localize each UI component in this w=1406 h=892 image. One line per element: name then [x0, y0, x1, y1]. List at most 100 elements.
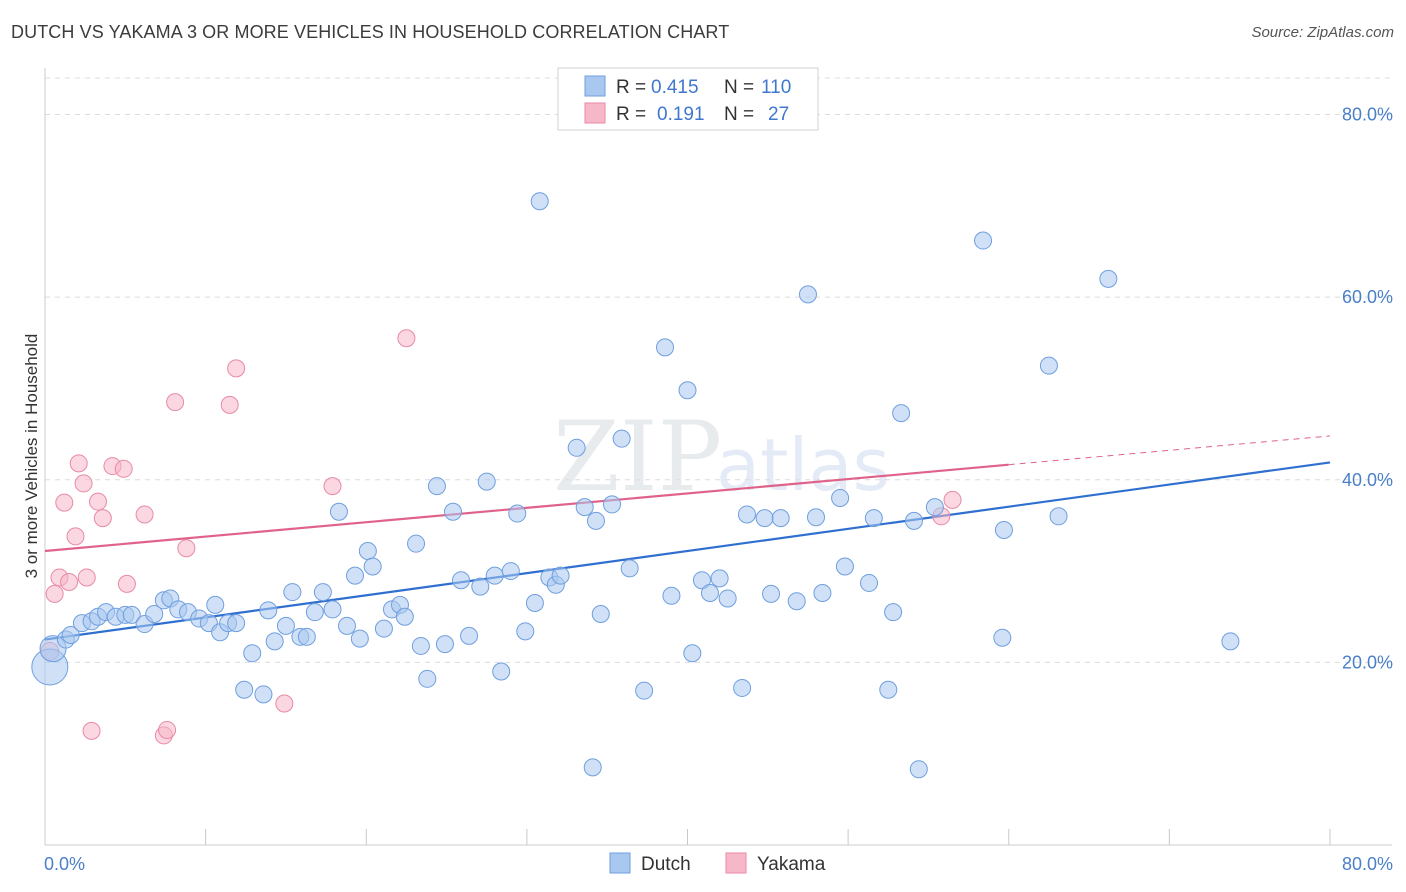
yakama-n-value: 27 — [768, 104, 789, 125]
dutch-point — [567, 438, 586, 457]
dutch-point — [350, 629, 369, 648]
y-tick-label: 60.0% — [1342, 287, 1393, 307]
yakama-point — [135, 505, 154, 524]
dutch-point — [305, 603, 324, 622]
dutch-point — [771, 509, 790, 528]
dutch-point — [227, 614, 246, 633]
dutch-point — [575, 498, 594, 517]
yakama-trend-extension — [1008, 435, 1331, 466]
dutch-point — [692, 571, 711, 590]
dutch-trend-line — [44, 461, 1331, 641]
dutch-point — [860, 573, 879, 592]
yakama-point — [82, 721, 101, 740]
y-tick-label: 80.0% — [1342, 105, 1393, 125]
dutch-point — [879, 680, 898, 699]
dutch-point — [620, 559, 639, 578]
dutch-point — [259, 601, 278, 620]
dutch-point — [612, 429, 631, 448]
dutch-point — [835, 557, 854, 576]
dutch-point — [471, 577, 490, 596]
yakama-n-label: N = — [724, 104, 754, 125]
dutch-point — [435, 635, 454, 654]
yakama-point — [89, 492, 108, 511]
dutch-point — [762, 584, 781, 603]
dutch-point — [662, 586, 681, 605]
yakama-point — [177, 539, 196, 558]
dutch-point — [678, 381, 697, 400]
dutch-point — [864, 509, 883, 528]
dutch-point — [603, 495, 622, 514]
legend-dutch-label: Dutch — [641, 854, 691, 875]
dutch-point — [411, 636, 430, 655]
dutch-point — [1049, 507, 1068, 526]
dutch-n-value: 110 — [761, 77, 791, 98]
dutch-point — [1039, 356, 1058, 375]
yakama-swatch — [584, 102, 606, 124]
dutch-point — [61, 625, 80, 644]
dutch-point — [656, 338, 675, 357]
dutch-point — [395, 607, 414, 626]
dutch-point — [329, 502, 348, 521]
dutch-point — [892, 404, 911, 423]
dutch-point — [884, 603, 903, 622]
dutch-point — [407, 534, 426, 553]
yakama-point — [114, 459, 133, 478]
yakama-r-label: R = — [616, 104, 646, 125]
x-tick-label: 80.0% — [1342, 854, 1393, 874]
dutch-point — [904, 511, 923, 530]
dutch-point — [737, 505, 756, 524]
yakama-points — [40, 329, 962, 745]
dutch-point — [508, 504, 527, 523]
dutch-point — [122, 605, 141, 624]
yakama-point — [117, 574, 136, 593]
dutch-point — [358, 541, 377, 560]
dutch-r-label: R = — [616, 77, 646, 98]
x-tick-label: 0.0% — [44, 854, 85, 874]
dutch-point — [516, 622, 535, 641]
yakama-point — [166, 393, 185, 412]
dutch-point — [733, 678, 752, 697]
yakama-point — [220, 395, 239, 414]
dutch-point — [485, 566, 504, 585]
dutch-point — [443, 502, 462, 521]
axes — [44, 68, 1392, 846]
dutch-point — [283, 583, 302, 602]
dutch-point — [206, 595, 225, 614]
dutch-point — [530, 192, 549, 211]
yakama-point — [69, 454, 88, 473]
dutch-point — [452, 571, 471, 590]
dutch-point — [265, 632, 284, 651]
dutch-point — [243, 644, 262, 663]
dutch-point — [145, 604, 164, 623]
dutch-point — [994, 520, 1013, 539]
dutch-point — [700, 583, 719, 602]
dutch-point — [909, 760, 928, 779]
dutch-point — [363, 557, 382, 576]
dutch-point — [254, 685, 273, 704]
dutch-swatch — [584, 75, 606, 97]
series-legend: Dutch Yakama — [609, 852, 826, 875]
dutch-point — [525, 594, 544, 613]
yakama-trend-line — [44, 463, 1009, 553]
dutch-point — [551, 566, 570, 585]
yakama-point — [323, 477, 342, 496]
dutch-point — [297, 627, 316, 646]
dutch-point — [831, 489, 850, 508]
dutch-point — [313, 583, 332, 602]
dutch-point — [418, 669, 437, 688]
legend-dutch-swatch — [609, 852, 631, 874]
dutch-point — [807, 508, 825, 527]
dutch-point — [925, 498, 944, 517]
watermark-zip: ZIP — [553, 401, 722, 513]
yakama-point — [943, 490, 962, 509]
yakama-point — [74, 474, 93, 493]
watermark: ZIP atlas — [553, 401, 890, 513]
yakama-point — [66, 527, 85, 546]
dutch-point — [323, 600, 342, 619]
yakama-point — [93, 509, 112, 528]
source-credit: Source: ZipAtlas.com — [1251, 24, 1394, 41]
yakama-r-value: 0.191 — [657, 104, 705, 125]
dutch-point — [755, 509, 774, 528]
dutch-point — [337, 616, 356, 635]
y-tick-label: 40.0% — [1342, 470, 1393, 490]
